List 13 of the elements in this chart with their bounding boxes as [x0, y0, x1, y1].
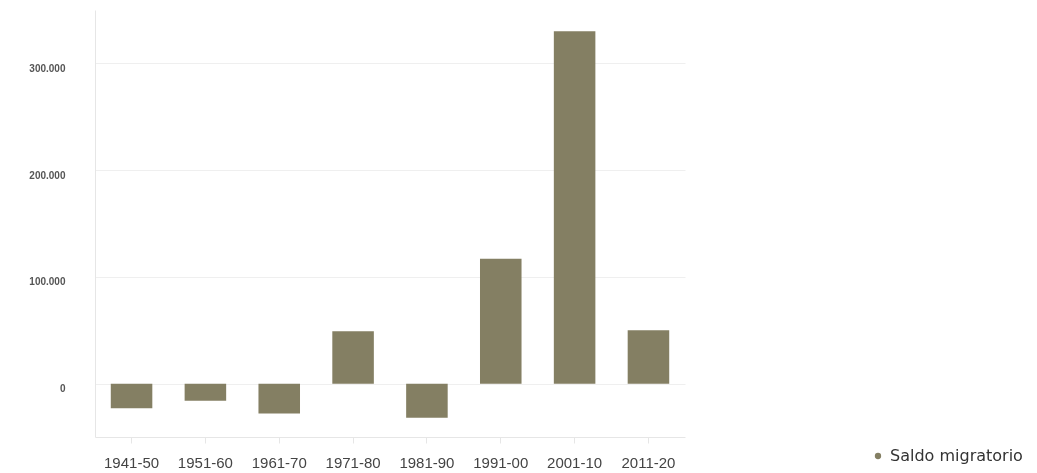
x-tick-label: 2001-10 — [547, 453, 603, 471]
x-tick-label: 1991-00 — [473, 453, 529, 471]
x-tick-label: 1941-50 — [104, 453, 160, 471]
x-tick-label: 2011-20 — [621, 453, 676, 471]
y-tick-label: 100.000 — [29, 276, 66, 288]
y-tick-label: 300.000 — [29, 62, 66, 74]
x-tick-label: 1971-80 — [325, 453, 381, 471]
y-tick-label: 200.000 — [29, 169, 66, 181]
x-tick-label: 1961-70 — [251, 453, 307, 471]
legend-label: Saldo migratorio — [890, 446, 1023, 465]
y-tick-label: 0 — [59, 383, 66, 395]
x-tick-label: 1981-90 — [399, 453, 455, 471]
x-tick-label: 1951-60 — [177, 453, 233, 471]
